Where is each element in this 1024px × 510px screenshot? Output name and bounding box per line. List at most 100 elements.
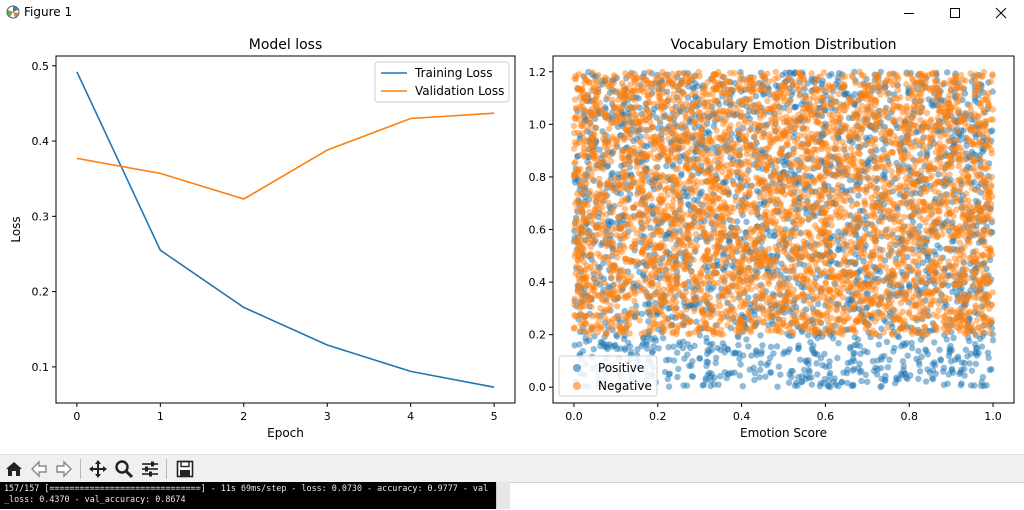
negative-point bbox=[589, 69, 595, 75]
positive-point bbox=[988, 366, 994, 372]
negative-point bbox=[871, 238, 877, 244]
negative-point bbox=[912, 143, 918, 149]
positive-point bbox=[878, 354, 884, 360]
positive-point bbox=[823, 363, 829, 369]
positive-point bbox=[790, 368, 796, 374]
positive-point bbox=[916, 358, 922, 364]
positive-point bbox=[759, 342, 765, 348]
negative-point bbox=[775, 75, 781, 81]
positive-point bbox=[598, 339, 604, 345]
y-tick-label: 0.1 bbox=[32, 361, 50, 374]
positive-point bbox=[827, 384, 833, 390]
positive-point bbox=[774, 343, 780, 349]
negative-point bbox=[609, 97, 615, 103]
negative-point bbox=[961, 260, 967, 266]
positive-point bbox=[680, 382, 686, 388]
negative-point bbox=[893, 81, 899, 87]
positive-point bbox=[793, 104, 799, 110]
positive-point bbox=[828, 71, 834, 77]
x-tick-label: 5 bbox=[491, 410, 498, 423]
negative-point bbox=[602, 280, 608, 286]
positive-point bbox=[941, 365, 947, 371]
negative-point bbox=[811, 308, 817, 314]
positive-point bbox=[944, 69, 950, 75]
positive-point bbox=[941, 382, 947, 388]
positive-point bbox=[777, 372, 783, 378]
negative-point bbox=[590, 275, 596, 281]
positive-point bbox=[840, 369, 846, 375]
positive-point bbox=[966, 338, 972, 344]
positive-point bbox=[917, 368, 923, 374]
positive-point bbox=[893, 376, 899, 382]
negative-point bbox=[881, 277, 887, 283]
positive-point bbox=[737, 372, 743, 378]
negative-point bbox=[608, 275, 614, 281]
negative-point bbox=[882, 138, 888, 144]
window-title: Figure 1 bbox=[24, 5, 72, 19]
positive-point bbox=[583, 338, 589, 344]
positive-point bbox=[770, 350, 776, 356]
negative-point bbox=[972, 331, 978, 337]
positive-point bbox=[909, 340, 915, 346]
positive-point bbox=[922, 346, 928, 352]
negative-point bbox=[927, 123, 933, 129]
legend-training-label: Training Loss bbox=[414, 66, 492, 80]
positive-point bbox=[864, 379, 870, 385]
positive-point bbox=[803, 373, 809, 379]
negative-point bbox=[842, 150, 848, 156]
positive-point bbox=[876, 341, 882, 347]
maximize-button[interactable] bbox=[932, 0, 978, 26]
y-tick-label: 0.2 bbox=[32, 286, 50, 299]
positive-point bbox=[838, 379, 844, 385]
positive-point bbox=[758, 348, 764, 354]
minimize-button[interactable] bbox=[886, 0, 932, 26]
negative-point bbox=[963, 190, 969, 196]
negative-point bbox=[663, 186, 669, 192]
positive-point bbox=[936, 347, 942, 353]
positive-point bbox=[748, 352, 754, 358]
negative-point bbox=[888, 168, 894, 174]
positive-point bbox=[968, 351, 974, 357]
positive-point bbox=[730, 350, 736, 356]
negative-point bbox=[809, 214, 815, 220]
negative-point bbox=[732, 312, 738, 318]
x-tick-label: 1 bbox=[157, 410, 164, 423]
positive-point bbox=[805, 361, 811, 367]
negative-point bbox=[596, 176, 602, 182]
positive-point bbox=[870, 358, 876, 364]
negative-point bbox=[987, 141, 993, 147]
negative-point bbox=[631, 298, 637, 304]
negative-point bbox=[746, 127, 752, 133]
positive-point bbox=[705, 128, 711, 134]
negative-point bbox=[635, 280, 641, 286]
positive-point bbox=[754, 188, 760, 194]
positive-point bbox=[858, 378, 864, 384]
positive-point bbox=[684, 351, 690, 357]
positive-point bbox=[762, 374, 768, 380]
close-button[interactable] bbox=[978, 0, 1024, 26]
positive-point bbox=[758, 360, 764, 366]
positive-point bbox=[910, 219, 916, 225]
loss-chart-xlabel: Epoch bbox=[267, 426, 304, 440]
positive-point bbox=[915, 376, 921, 382]
positive-point bbox=[674, 349, 680, 355]
positive-point bbox=[961, 366, 967, 372]
matplotlib-logo-icon bbox=[6, 5, 20, 19]
negative-point bbox=[627, 135, 633, 141]
negative-point bbox=[635, 84, 641, 90]
negative-point bbox=[935, 115, 941, 121]
negative-point bbox=[690, 111, 696, 117]
negative-point bbox=[603, 211, 609, 217]
negative-point bbox=[585, 93, 591, 99]
positive-point bbox=[855, 192, 861, 198]
negative-point bbox=[903, 139, 909, 145]
positive-point bbox=[793, 380, 799, 386]
positive-point bbox=[872, 364, 878, 370]
positive-point bbox=[689, 358, 695, 364]
loss-chart-title: Model loss bbox=[249, 37, 323, 53]
negative-point bbox=[614, 303, 620, 309]
negative-point bbox=[954, 195, 960, 201]
negative-point bbox=[601, 131, 607, 137]
